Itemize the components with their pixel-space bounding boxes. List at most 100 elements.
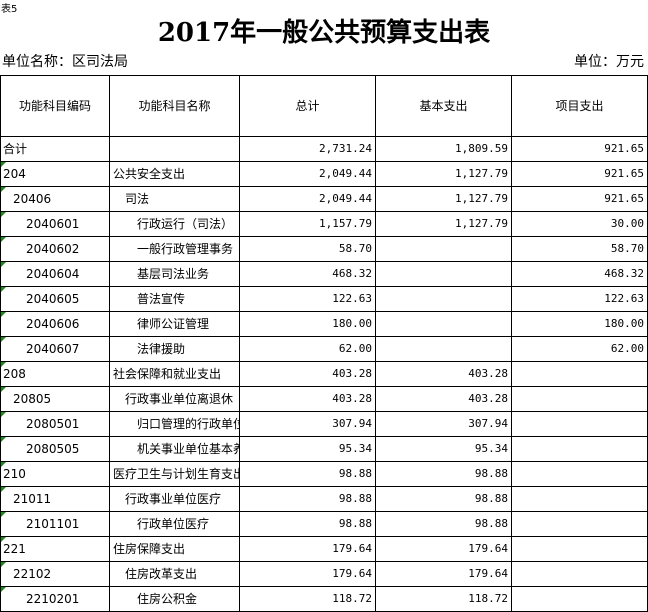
amount-cell: 921.65 — [512, 137, 648, 162]
amount-cell: 403.28 — [240, 362, 376, 387]
amount-cell: 179.64 — [240, 562, 376, 587]
code-cell: 221 — [0, 537, 110, 562]
amount-cell: 403.28 — [376, 387, 512, 412]
amount-cell: 122.63 — [512, 287, 648, 312]
amount-cell — [512, 512, 648, 537]
amount-cell — [512, 537, 648, 562]
code-cell: 20406 — [0, 187, 110, 212]
name-cell: 社会保障和就业支出 — [110, 362, 240, 387]
code-cell: 204 — [0, 162, 110, 187]
name-cell: 行政事业单位医疗 — [110, 487, 240, 512]
code-cell: 21011 — [0, 487, 110, 512]
sheet-label: 表5 — [1, 4, 18, 15]
amount-cell: 468.32 — [512, 262, 648, 287]
amount-cell: 403.28 — [376, 362, 512, 387]
code-cell: 2101101 — [0, 512, 110, 537]
amount-cell: 98.88 — [376, 462, 512, 487]
amount-cell: 921.65 — [512, 187, 648, 212]
amount-cell: 2,731.24 — [240, 137, 376, 162]
amount-cell: 1,127.79 — [376, 187, 512, 212]
code-cell: 2040606 — [0, 312, 110, 337]
amount-cell: 1,127.79 — [376, 212, 512, 237]
amount-cell: 1,809.59 — [376, 137, 512, 162]
name-cell: 行政事业单位离退休 — [110, 387, 240, 412]
amount-cell — [376, 237, 512, 262]
amount-cell — [376, 312, 512, 337]
amount-cell — [512, 462, 648, 487]
amount-cell: 62.00 — [240, 337, 376, 362]
name-cell: 一般行政管理事务 — [110, 237, 240, 262]
name-cell: 行政运行（司法） — [110, 212, 240, 237]
code-cell: 210 — [0, 462, 110, 487]
amount-cell — [512, 437, 648, 462]
name-cell: 医疗卫生与计划生育支出 — [110, 462, 240, 487]
amount-cell: 179.64 — [376, 562, 512, 587]
name-cell: 住房公积金 — [110, 587, 240, 612]
code-cell: 2040605 — [0, 287, 110, 312]
amount-cell — [512, 562, 648, 587]
column-header: 总计 — [240, 75, 376, 137]
amount-cell: 98.88 — [240, 512, 376, 537]
amount-cell: 98.88 — [240, 487, 376, 512]
name-cell: 司法 — [110, 187, 240, 212]
name-cell: 机关事业单位基本养 — [110, 437, 240, 462]
name-cell — [110, 137, 240, 162]
amount-cell: 98.88 — [240, 462, 376, 487]
amount-cell — [512, 487, 648, 512]
name-cell: 住房改革支出 — [110, 562, 240, 587]
column-header: 基本支出 — [376, 75, 512, 137]
name-cell: 公共安全支出 — [110, 162, 240, 187]
amount-cell — [376, 337, 512, 362]
amount-cell — [512, 387, 648, 412]
code-cell: 2080501 — [0, 412, 110, 437]
title: 2017年一般公共预算支出表 — [157, 18, 491, 48]
code-cell: 2040601 — [0, 212, 110, 237]
code-cell: 2210201 — [0, 587, 110, 612]
amount-cell: 2,049.44 — [240, 187, 376, 212]
amount-cell — [376, 262, 512, 287]
name-cell: 住房保障支出 — [110, 537, 240, 562]
name-cell: 行政单位医疗 — [110, 512, 240, 537]
code-cell: 2040607 — [0, 337, 110, 362]
amount-cell: 30.00 — [512, 212, 648, 237]
amount-cell — [512, 412, 648, 437]
code-cell: 合计 — [0, 137, 110, 162]
amount-cell: 62.00 — [512, 337, 648, 362]
amount-cell: 118.72 — [376, 587, 512, 612]
amount-cell: 2,049.44 — [240, 162, 376, 187]
column-header: 功能科目编码 — [0, 75, 110, 137]
amount-cell: 307.94 — [240, 412, 376, 437]
amount-cell: 98.88 — [376, 512, 512, 537]
name-cell: 普法宣传 — [110, 287, 240, 312]
amount-cell: 58.70 — [512, 237, 648, 262]
amount-cell: 95.34 — [376, 437, 512, 462]
amount-cell: 1,157.79 — [240, 212, 376, 237]
name-cell: 法律援助 — [110, 337, 240, 362]
amount-cell: 921.65 — [512, 162, 648, 187]
code-cell: 2040602 — [0, 237, 110, 262]
name-cell: 归口管理的行政单位 — [110, 412, 240, 437]
code-cell: 208 — [0, 362, 110, 387]
amount-cell: 58.70 — [240, 237, 376, 262]
amount-cell: 180.00 — [240, 312, 376, 337]
amount-cell: 95.34 — [240, 437, 376, 462]
amount-cell: 307.94 — [376, 412, 512, 437]
amount-cell: 98.88 — [376, 487, 512, 512]
amount-cell: 403.28 — [240, 387, 376, 412]
amount-cell: 1,127.79 — [376, 162, 512, 187]
amount-cell — [512, 587, 648, 612]
name-cell: 基层司法业务 — [110, 262, 240, 287]
amount-cell — [512, 362, 648, 387]
column-header: 项目支出 — [512, 75, 648, 137]
code-cell: 2040604 — [0, 262, 110, 287]
code-cell: 2080505 — [0, 437, 110, 462]
amount-cell: 118.72 — [240, 587, 376, 612]
amount-cell: 468.32 — [240, 262, 376, 287]
amount-cell — [376, 287, 512, 312]
amount-cell: 179.64 — [376, 537, 512, 562]
code-cell: 20805 — [0, 387, 110, 412]
column-header: 功能科目名称 — [110, 75, 240, 137]
name-cell: 律师公证管理 — [110, 312, 240, 337]
unit: 单位：万元 — [574, 54, 644, 70]
